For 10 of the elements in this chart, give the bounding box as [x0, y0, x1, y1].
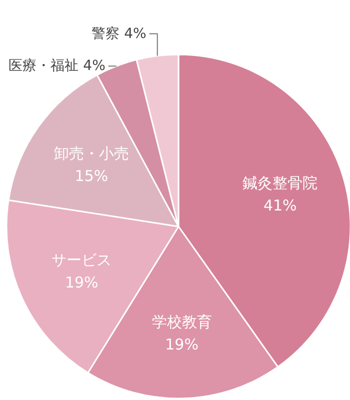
slice-label: 鍼灸整骨院 [242, 174, 318, 192]
data-label: 19% [165, 335, 198, 354]
slice-label: 警察 4% [92, 26, 146, 42]
slice-label: サービス [52, 250, 112, 269]
slice-label: 卸売・小売 [54, 144, 129, 163]
data-label: 19% [64, 273, 98, 292]
slice-label: 医療・福祉 4% [8, 58, 106, 74]
slice-label: 学校教育 [152, 312, 212, 331]
data-label: 15% [74, 167, 108, 186]
data-label: 41% [263, 196, 297, 214]
